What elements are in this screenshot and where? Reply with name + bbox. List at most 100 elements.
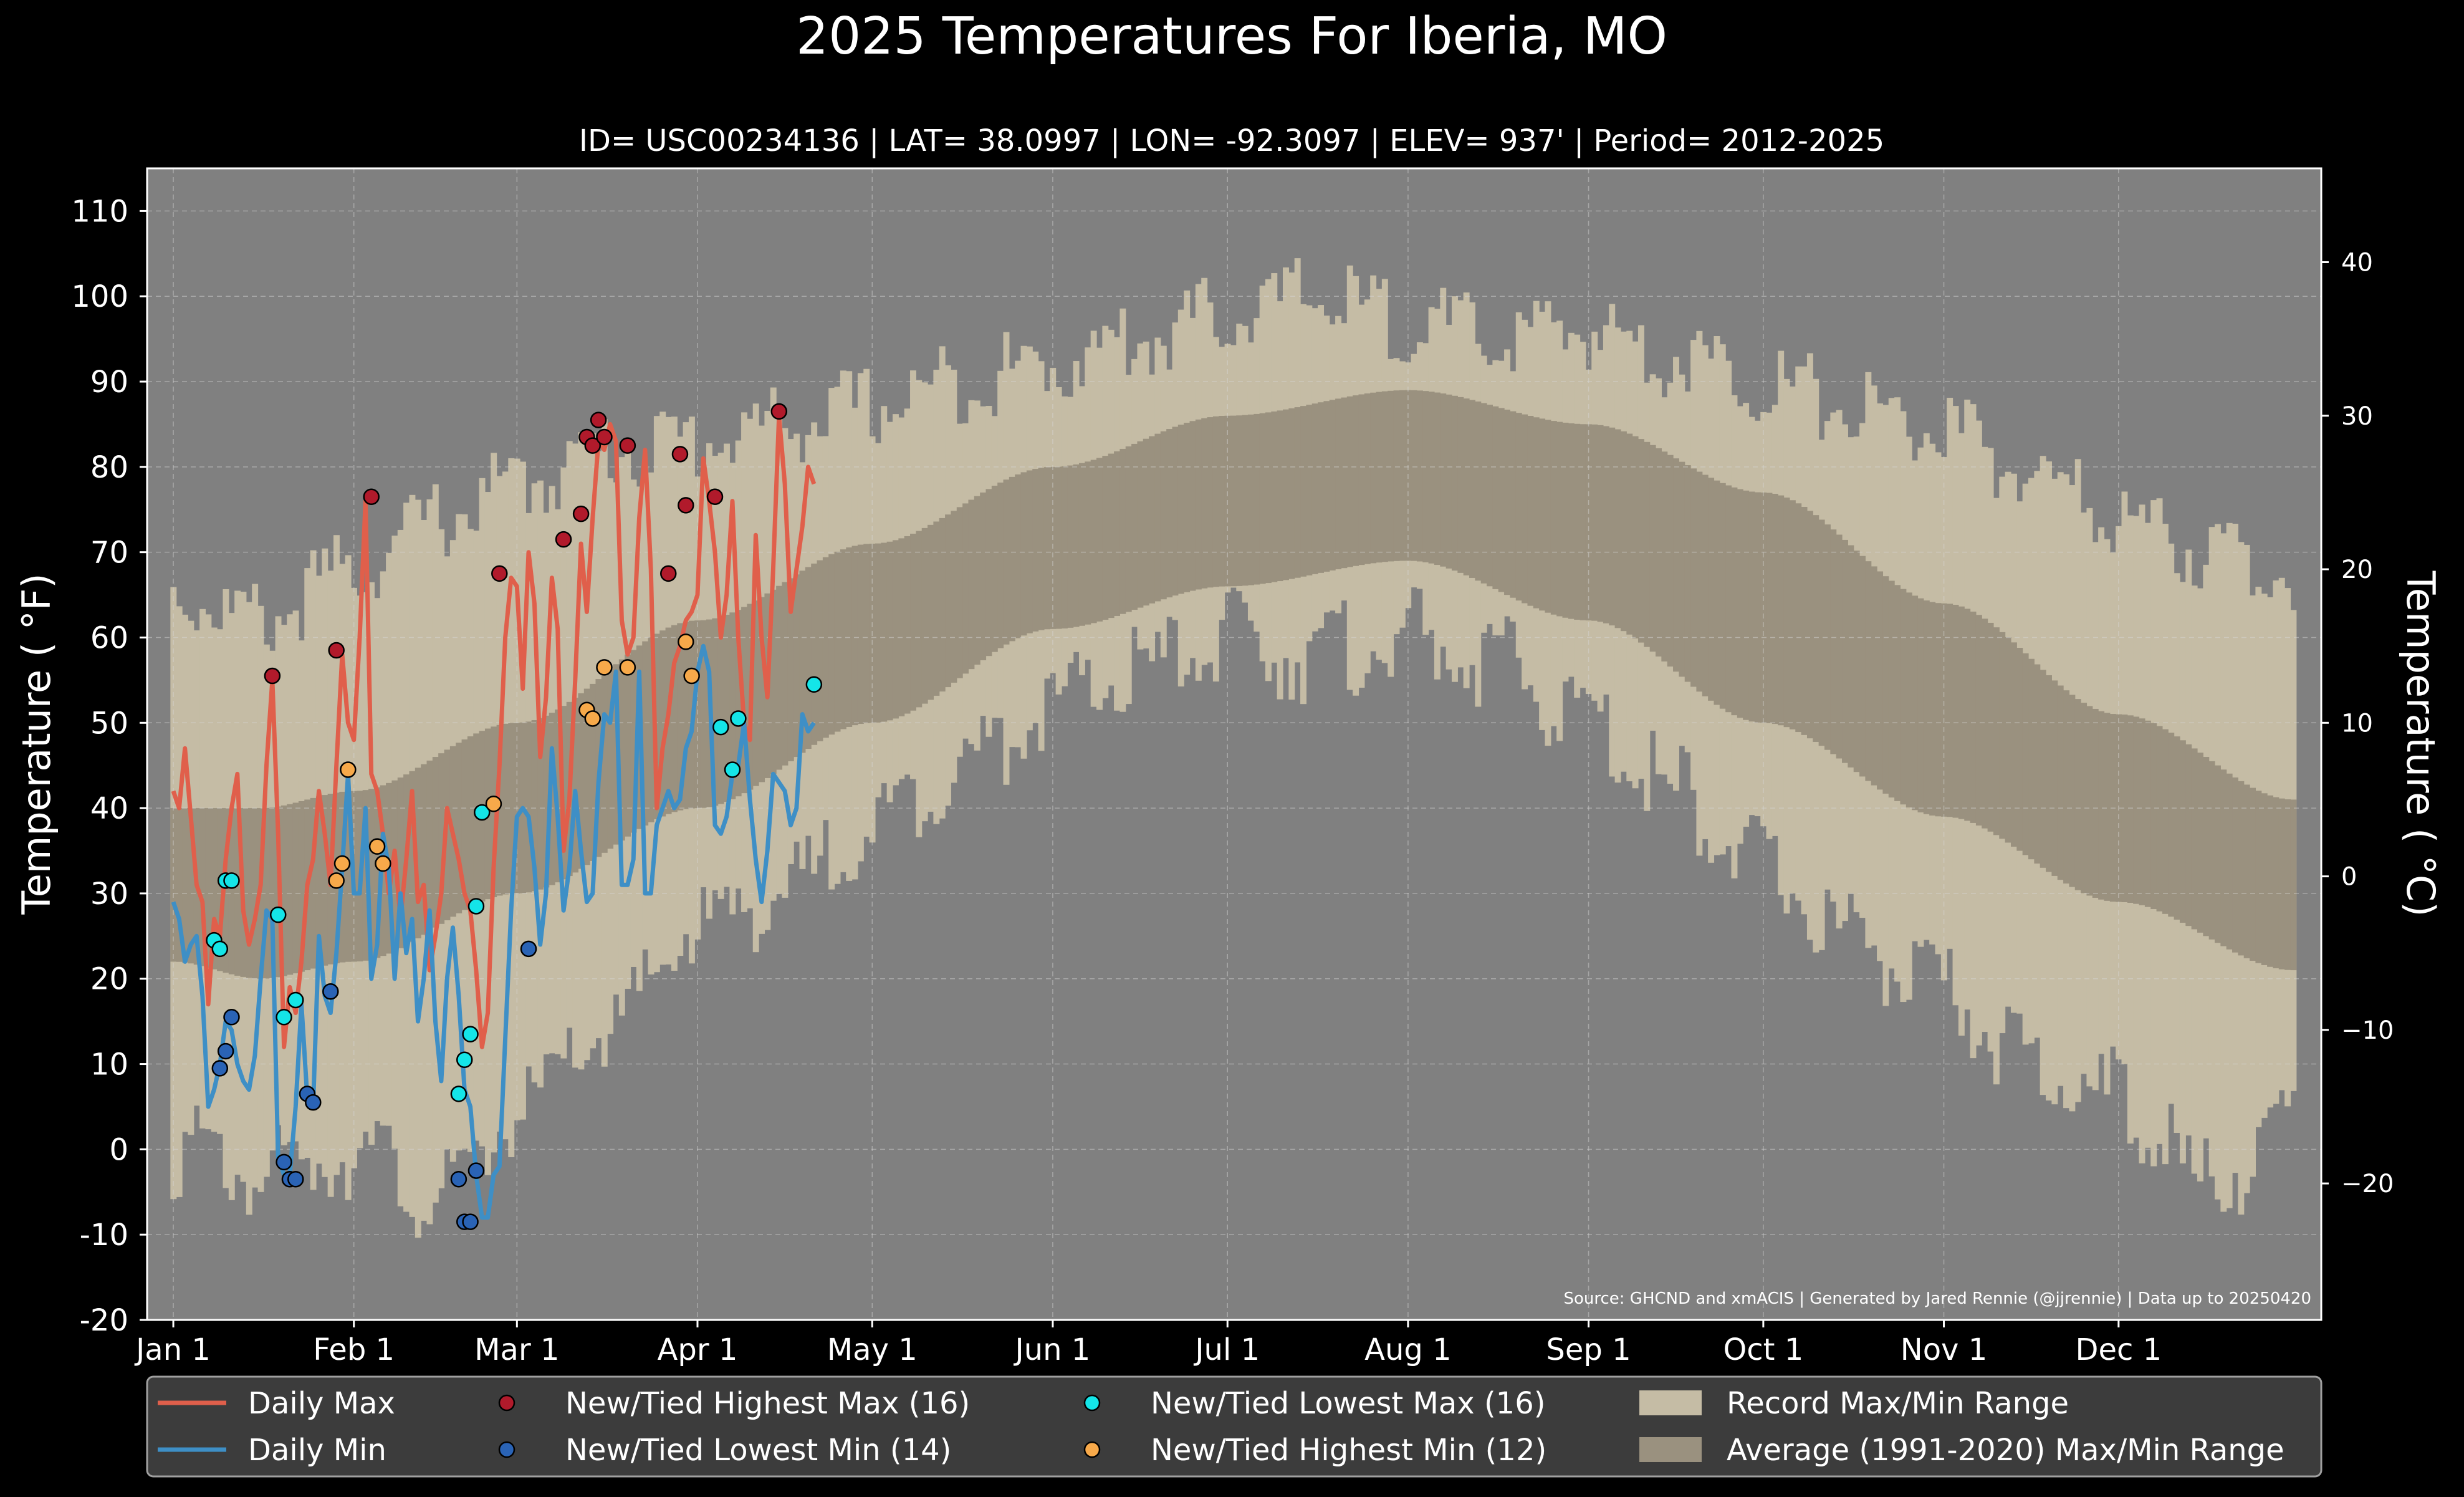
average-range-bar: [659, 630, 666, 817]
lowest-max-marker: [805, 676, 823, 693]
average-range-bar: [980, 492, 987, 660]
average-range-bar: [1254, 413, 1260, 585]
average-range-bar: [170, 808, 177, 962]
plot-frame: [146, 167, 2323, 1321]
average-range-bar: [2179, 740, 2186, 923]
average-range-bar: [1789, 500, 1796, 729]
average-range-bar: [1085, 461, 1091, 625]
average-range-bar: [252, 808, 259, 979]
x-tick-label: Mar 1: [474, 1332, 559, 1367]
average-range-bar: [421, 764, 428, 935]
average-range-bar: [1353, 395, 1359, 566]
legend-label: New/Tied Lowest Min (14): [565, 1433, 951, 1468]
average-range-bar: [223, 808, 229, 973]
average-range-bar: [2098, 711, 2105, 900]
average-range-bar: [1940, 603, 1947, 817]
x-tick-label: Apr 1: [658, 1332, 738, 1367]
legend-item-normal-band: Average (1991-2020) Max/Min Range: [1639, 1433, 2284, 1468]
average-range-bar: [1527, 416, 1534, 606]
average-range-bar: [2121, 715, 2128, 902]
average-range-bar: [1859, 556, 1866, 777]
average-range-bar: [280, 805, 287, 976]
average-range-bar: [537, 718, 544, 890]
average-range-bar: [1975, 615, 1982, 826]
average-range-bar: [834, 551, 841, 732]
average-range-bar: [1114, 451, 1120, 616]
average-range-bar: [700, 620, 707, 808]
average-range-bar: [1731, 487, 1738, 716]
legend-item-new-highest-max: New/Tied Highest Max (16): [498, 1386, 970, 1421]
average-range-bar: [625, 654, 631, 837]
average-range-bar: [315, 796, 322, 968]
average-range-bar: [531, 720, 538, 892]
average-range-bar: [2185, 744, 2192, 927]
average-range-bar: [2238, 781, 2245, 956]
average-range-bar: [729, 612, 736, 799]
y-tick-label-left: 0: [109, 1132, 128, 1167]
average-range-bar: [1457, 397, 1464, 573]
average-range-bar: [578, 693, 585, 869]
average-range-bar: [2232, 777, 2238, 953]
lowest-min-marker: [520, 940, 537, 958]
average-range-bar: [1189, 421, 1196, 591]
average-range-bar: [1149, 436, 1156, 604]
average-range-bar: [2208, 761, 2215, 940]
source-note: Source: GHCND and xmACIS | Generated by …: [1563, 1289, 2311, 1308]
y-tick-label-left: 50: [90, 706, 128, 741]
average-range-bar: [205, 808, 212, 968]
average-range-bar: [1818, 519, 1825, 746]
highest-max-marker: [678, 497, 694, 514]
average-range-bar: [1440, 393, 1447, 567]
average-range-bar: [1562, 422, 1569, 618]
legend-swatch-dot: [1083, 1394, 1101, 1412]
average-range-bar: [1842, 539, 1848, 763]
y-tick-label-right: −20: [2341, 1170, 2394, 1198]
average-range-bar: [1719, 483, 1726, 709]
y-axis-right: −20 −10 0 10 20 30 40: [2321, 248, 2394, 1198]
average-range-bar: [945, 514, 952, 688]
average-range-bar: [1714, 480, 1720, 705]
average-range-bar: [2127, 715, 2134, 903]
average-range-bar: [1108, 453, 1115, 619]
average-range-bar: [1376, 392, 1383, 563]
average-range-bar: [397, 777, 404, 948]
average-range-bar: [269, 807, 276, 978]
y-tick-label-right: 30: [2341, 402, 2373, 431]
average-range-bar: [1078, 463, 1085, 626]
lowest-max-marker: [462, 1026, 479, 1042]
average-range-bar: [217, 808, 224, 971]
legend-label: New/Tied Highest Max (16): [565, 1386, 970, 1421]
average-range-bar: [583, 688, 590, 865]
average-range-bar: [1952, 605, 1959, 818]
average-range-bar: [1766, 493, 1773, 723]
average-range-bar: [2174, 736, 2180, 920]
average-range-bar: [1912, 595, 1919, 811]
legend-swatch-box: [1639, 1390, 1702, 1415]
average-range-bar: [2203, 757, 2210, 936]
average-range-bar: [1917, 598, 1924, 812]
average-range-bar: [933, 521, 940, 696]
average-range-bar: [1550, 421, 1557, 615]
average-range-bar: [857, 544, 864, 724]
average-range-bar: [1224, 415, 1231, 587]
average-range-bar: [322, 795, 328, 966]
average-range-bar: [2092, 708, 2099, 898]
y-tick-label-left: 30: [90, 877, 128, 912]
average-range-bar: [1329, 400, 1336, 570]
average-range-bar: [712, 618, 719, 806]
average-range-bar: [1708, 478, 1715, 701]
average-range-bar: [2191, 748, 2198, 930]
average-range-bar: [1393, 390, 1400, 561]
average-range-bar: [2255, 791, 2262, 963]
average-range-bar: [974, 496, 980, 665]
average-range-bar: [1813, 515, 1819, 742]
highest-max-marker: [491, 565, 508, 582]
average-range-bar: [1877, 571, 1884, 790]
average-range-bar: [514, 723, 520, 893]
average-range-bar: [2051, 680, 2058, 876]
lowest-min-marker: [223, 1009, 240, 1026]
average-range-bar: [368, 789, 375, 960]
y-tick-label-left: 90: [90, 365, 128, 400]
average-range-bar: [1207, 417, 1214, 588]
average-range-bar: [1451, 395, 1458, 571]
